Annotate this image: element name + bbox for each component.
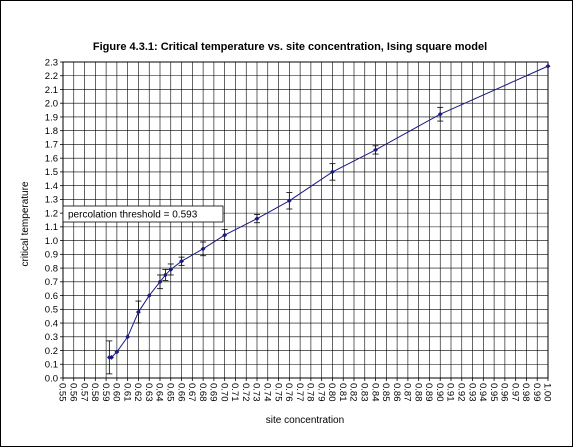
y-tick-label: 0.1 xyxy=(45,360,58,371)
data-point xyxy=(168,266,174,273)
x-tick-label: 0.65 xyxy=(164,383,175,402)
x-tick-label: 1.00 xyxy=(542,383,553,402)
x-tick-label: 0.63 xyxy=(143,383,154,402)
x-tick-label: 0.66 xyxy=(175,383,186,402)
y-tick-label: 1.5 xyxy=(45,167,58,178)
annotation-text: percolation threshold = 0.593 xyxy=(68,210,198,221)
x-tick-label: 0.98 xyxy=(520,383,531,402)
x-tick-label: 0.79 xyxy=(315,383,326,402)
y-tick-label: 1.4 xyxy=(45,181,58,192)
y-tick-label: 2.1 xyxy=(45,85,58,96)
annotation-layer: percolation threshold = 0.593 xyxy=(62,205,224,223)
y-tick-label: 0.8 xyxy=(45,263,58,274)
data-point xyxy=(135,309,141,315)
y-tick-label: 0.3 xyxy=(45,332,58,343)
data-point xyxy=(254,216,260,222)
x-tick-label: 0.85 xyxy=(380,383,391,402)
y-tick-label: 1.7 xyxy=(45,140,58,151)
x-tick-label: 0.67 xyxy=(186,383,197,402)
x-tick-label: 0.70 xyxy=(218,383,229,402)
x-axis-label: site concentration xyxy=(266,415,344,426)
x-tick-label: 0.94 xyxy=(477,383,488,402)
x-tick-label: 0.57 xyxy=(78,383,89,402)
data-point xyxy=(125,334,131,340)
y-tick-label: 0.9 xyxy=(45,250,58,261)
chart-title: Figure 4.3.1: Critical temperature vs. s… xyxy=(93,41,487,53)
y-tick-label: 1.9 xyxy=(45,112,58,123)
x-tick-label: 0.76 xyxy=(283,383,294,402)
x-tick-label: 0.89 xyxy=(423,383,434,402)
data-point xyxy=(162,272,168,278)
data-point xyxy=(108,354,115,360)
y-tick-label: 1.0 xyxy=(45,236,58,247)
x-tick-label: 0.88 xyxy=(412,383,423,402)
x-tick-label: 0.83 xyxy=(358,383,369,402)
x-tick-label: 0.71 xyxy=(229,383,240,402)
data-point xyxy=(157,279,163,285)
x-tick-label: 0.77 xyxy=(294,383,305,402)
data-point xyxy=(373,147,379,153)
annotation-box xyxy=(62,205,224,223)
x-tick-label: 0.68 xyxy=(197,383,208,402)
y-tick-label: 2.2 xyxy=(45,71,58,82)
y-tick-labels: 0.0 0.1 0.2 0.3 0.4 0.5 0.6 0.7 0.8 0.9 1.0 1.1 1.2 1… xyxy=(45,57,58,384)
x-tick-label: 0.58 xyxy=(89,383,100,402)
x-tick-label: 0.81 xyxy=(337,383,348,402)
series-line xyxy=(109,65,549,358)
x-tick-label: 0.69 xyxy=(208,383,219,402)
data-point xyxy=(329,169,335,175)
x-tick-label: 0.93 xyxy=(466,383,477,402)
x-tick-label: 0.56 xyxy=(67,383,78,402)
x-tick-label: 0.75 xyxy=(272,383,283,402)
data-point xyxy=(222,232,228,238)
x-tick-label: 0.86 xyxy=(391,383,402,402)
y-tick-label: 0.6 xyxy=(45,291,58,302)
y-tick-label: 2.3 xyxy=(45,57,58,68)
y-tick-label: 0.5 xyxy=(45,305,58,316)
y-axis-label: critical temperature xyxy=(20,181,31,266)
y-tick-label: 2.0 xyxy=(45,99,58,110)
y-tick-label: 1.8 xyxy=(45,126,58,137)
data-point xyxy=(286,198,292,204)
y-tick-label: 1.2 xyxy=(45,208,58,219)
y-tick-label: 1.3 xyxy=(45,195,58,206)
x-tick-label: 0.59 xyxy=(100,383,111,402)
y-tick-label: 0.2 xyxy=(45,346,58,357)
x-tick-label: 0.84 xyxy=(369,383,380,402)
series-layer xyxy=(106,63,551,375)
x-tick-label: 0.80 xyxy=(326,383,337,402)
x-tick-label: 0.82 xyxy=(348,383,359,402)
data-point xyxy=(146,293,152,299)
x-tick-label: 0.72 xyxy=(240,383,251,402)
data-point xyxy=(437,111,443,117)
x-tick-label: 0.96 xyxy=(499,383,510,402)
x-tick-label: 0.62 xyxy=(132,383,143,402)
data-point xyxy=(545,63,551,69)
y-tick-label: 1.6 xyxy=(45,153,58,164)
x-tick-label: 0.91 xyxy=(445,383,456,402)
x-tick-labels: 0.55 0.56 0.57 0.58 0.59 0.60 0.61 0.62 0.63 0.64… xyxy=(57,383,553,402)
x-tick-label: 0.73 xyxy=(251,383,262,402)
y-tick-label: 0.0 xyxy=(45,373,58,384)
x-tick-label: 0.87 xyxy=(402,383,413,402)
x-tick-label: 0.99 xyxy=(531,383,542,402)
x-tick-label: 0.97 xyxy=(509,383,520,402)
x-tick-label: 0.60 xyxy=(111,383,122,402)
data-point xyxy=(114,349,120,355)
y-tick-label: 0.4 xyxy=(45,318,58,329)
x-tick-label: 0.55 xyxy=(57,383,68,402)
y-tick-label: 1.1 xyxy=(45,222,58,233)
data-point xyxy=(200,246,206,252)
data-point xyxy=(179,258,185,264)
x-tick-label: 0.74 xyxy=(261,383,272,402)
x-tick-label: 0.78 xyxy=(305,383,316,402)
x-tick-label: 0.64 xyxy=(154,383,165,402)
x-tick-label: 0.95 xyxy=(488,383,499,402)
x-tick-label: 0.92 xyxy=(455,383,466,402)
x-tick-label: 0.90 xyxy=(434,383,445,402)
y-tick-label: 0.7 xyxy=(45,277,58,288)
x-tick-label: 0.61 xyxy=(121,383,132,402)
